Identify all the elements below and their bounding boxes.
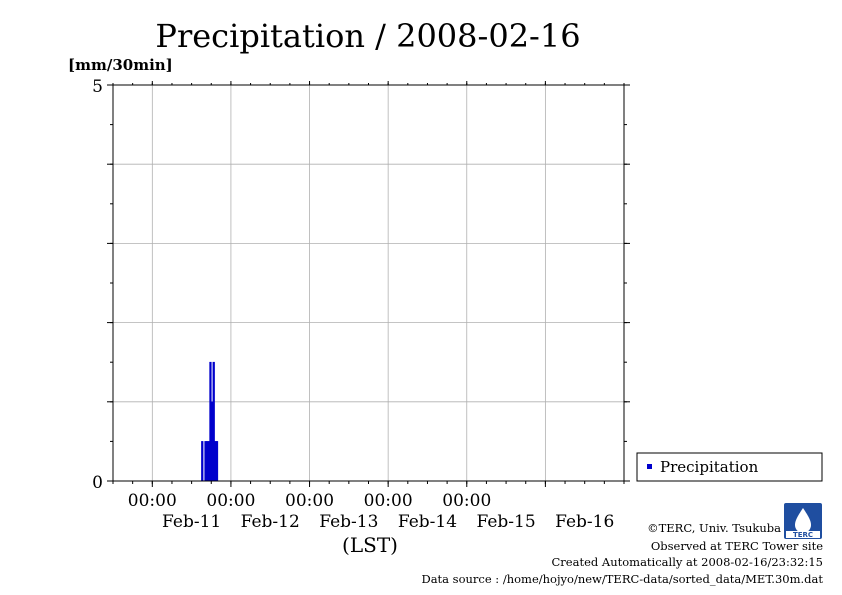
precipitation-bar bbox=[201, 441, 204, 482]
y-tick-label-5: 5 bbox=[92, 77, 103, 97]
legend-box bbox=[636, 452, 823, 482]
axis-ticks bbox=[107, 81, 630, 487]
logo-text: TERC bbox=[793, 531, 813, 539]
source-text: Data source : /home/hojyo/new/TERC-data/… bbox=[421, 572, 823, 586]
legend-label: Precipitation bbox=[660, 458, 759, 476]
logo-label-band bbox=[786, 531, 820, 538]
precipitation-bars bbox=[201, 361, 219, 482]
chart-title: Precipitation / 2008-02-16 bbox=[155, 17, 580, 55]
legend-swatch bbox=[647, 464, 652, 469]
terc-logo: TERC bbox=[784, 503, 822, 539]
x-date-label: Feb-14 bbox=[398, 512, 457, 532]
x-axis-label: (LST) bbox=[342, 533, 398, 557]
x-date-label: Feb-15 bbox=[476, 512, 535, 532]
x-date-label: Feb-16 bbox=[555, 512, 614, 532]
y-axis-unit-label: [mm/30min] bbox=[68, 56, 173, 74]
x-time-label: 00:00 bbox=[285, 491, 334, 511]
grid-lines bbox=[113, 85, 624, 481]
x-date-label: Feb-11 bbox=[162, 512, 221, 532]
credits: ©TERC, Univ. Tsukuba Observed at TERC To… bbox=[421, 521, 823, 586]
x-time-label: 00:00 bbox=[206, 491, 255, 511]
water-drop-icon bbox=[795, 508, 811, 533]
legend: Precipitation bbox=[636, 452, 823, 482]
x-tick-labels: 00:00 00:00 00:00 00:00 00:00 Feb-11 Feb… bbox=[128, 491, 614, 532]
site-text: Observed at TERC Tower site bbox=[651, 539, 823, 553]
x-date-label: Feb-13 bbox=[319, 512, 378, 532]
x-time-label: 00:00 bbox=[364, 491, 413, 511]
x-time-label: 00:00 bbox=[442, 491, 491, 511]
copyright-text: ©TERC, Univ. Tsukuba bbox=[647, 521, 781, 535]
plot-frame bbox=[112, 84, 625, 482]
x-time-label: 00:00 bbox=[128, 491, 177, 511]
precipitation-bar bbox=[215, 441, 219, 482]
x-date-label: Feb-12 bbox=[241, 512, 300, 532]
y-tick-label-0: 0 bbox=[92, 473, 103, 493]
created-text: Created Automatically at 2008-02-16/23:3… bbox=[552, 555, 824, 569]
